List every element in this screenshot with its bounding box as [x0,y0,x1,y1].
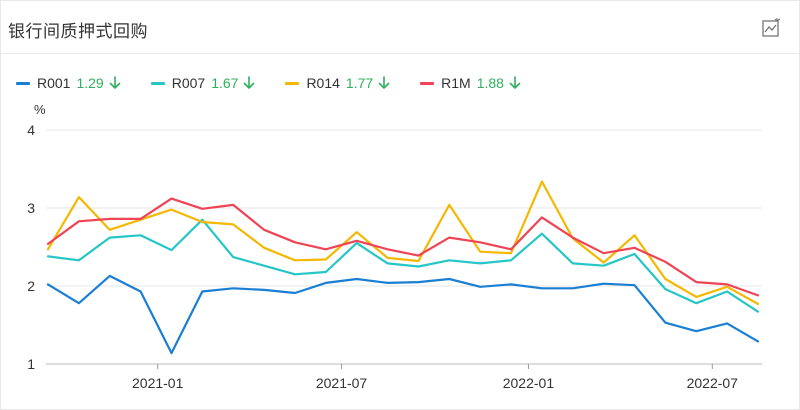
legend-swatch [150,81,165,85]
arrow-down-icon [378,76,390,89]
card-header: 银行间质押式回购 [1,1,799,54]
legend-label: R1M [441,75,471,91]
x-tick-label: 2021-01 [132,375,184,391]
legend-item-r001[interactable]: R001 1.29 [16,75,121,91]
legend-swatch [285,81,300,85]
y-tick-label: 4 [27,122,35,138]
x-tick-label: 2022-01 [503,375,555,391]
trend-chart-icon[interactable] [761,18,781,38]
series-line-r1m [46,197,760,297]
series-line-r014 [46,180,760,305]
legend-item-r007[interactable]: R007 1.67 [150,75,256,91]
legend-swatch [420,81,435,85]
y-tick-label: 1 [27,356,35,372]
arrow-down-icon [509,76,521,89]
series-line-r001 [46,274,760,355]
legend-item-r1m[interactable]: R1M 1.88 [420,75,521,91]
legend-label: R014 [306,75,340,91]
series-line-r007 [46,218,760,313]
arrow-down-icon [109,76,121,89]
legend-value: 1.88 [476,75,504,91]
legend-value: 1.67 [211,75,239,91]
legend-label: R007 [171,75,206,91]
legend-value: 1.29 [76,75,104,91]
arrow-down-icon [244,76,255,89]
x-tick-label: 2021-07 [316,375,368,391]
legend-value: 1.77 [345,75,374,91]
legend-label: R001 [37,75,71,91]
y-axis-unit: % [34,102,46,117]
chart-legend: R001 1.29 R007 1.67 R014 1.77 R1M 1.88 [16,72,551,94]
y-tick-label: 2 [27,278,35,294]
legend-swatch [16,81,30,85]
legend-item-r014[interactable]: R014 1.77 [285,75,390,91]
y-tick-label: 3 [27,200,35,216]
x-tick-label: 2022-07 [687,375,739,391]
page-title: 银行间质押式回购 [8,22,148,41]
